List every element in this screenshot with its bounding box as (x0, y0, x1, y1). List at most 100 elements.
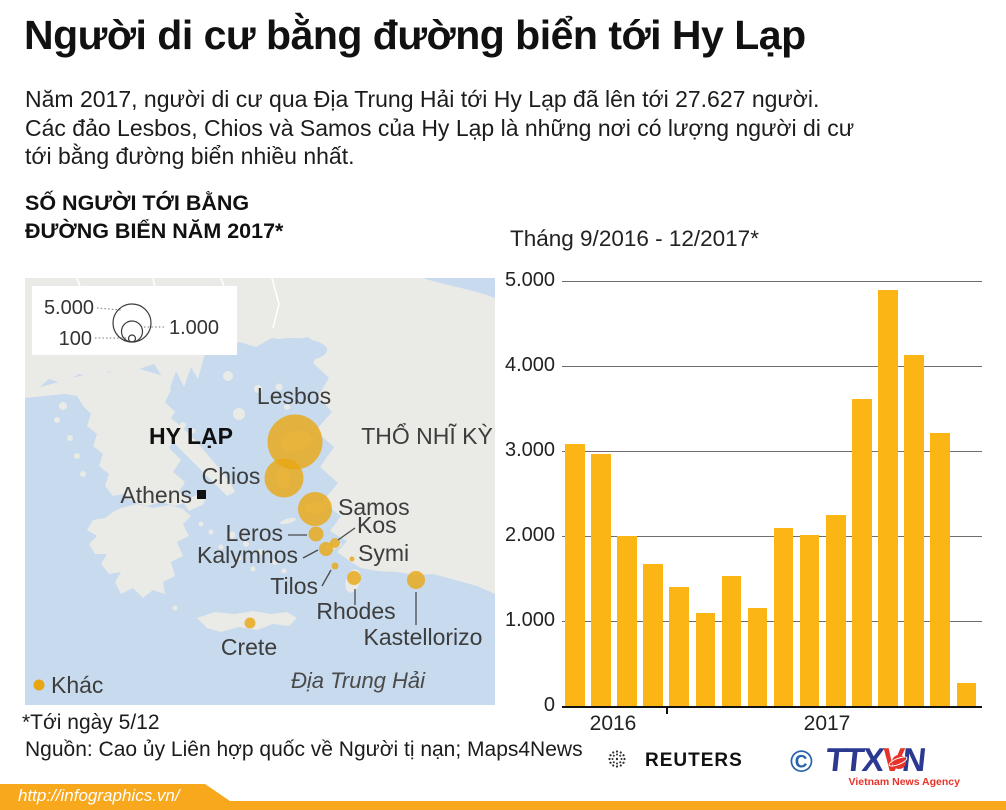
subtitle-line-1: Năm 2017, người di cư qua Địa Trung Hải … (25, 86, 820, 112)
x-axis-year-label: 2017 (803, 712, 851, 735)
legend-box (32, 286, 237, 355)
page-subtitle: Năm 2017, người di cư qua Địa Trung Hải … (25, 85, 985, 171)
label-chios: Chios (202, 463, 261, 489)
land-greece-mainland (25, 369, 207, 506)
athens-marker (197, 490, 206, 499)
label-kalymnos: Kalymnos (197, 542, 298, 568)
isthmus (183, 496, 204, 511)
bubble-size-legend: 5.000 100 1.000 (32, 286, 237, 355)
bar-11/2017 (930, 433, 950, 706)
label-greece: HY LẠP (149, 423, 233, 449)
bubble-leros (308, 526, 324, 542)
label-leros: Leros (225, 520, 283, 546)
gridline (562, 451, 982, 452)
kalymnos-leader-line (302, 549, 319, 559)
legend-value-5000: 5.000 (44, 297, 94, 319)
land-balkans-turkey (25, 278, 495, 594)
bar-1/2017 (669, 587, 689, 706)
y-tick-label: 3.000 (505, 439, 556, 461)
gridline (562, 281, 982, 282)
subtitle-line-3: tới bằng đường biển nhiều nhất. (25, 143, 355, 169)
bubble-chios (264, 458, 304, 498)
label-turkey: THỔ NHĨ KỲ (361, 422, 493, 449)
bar-9/2016 (565, 444, 585, 706)
island-ikaria (280, 517, 296, 525)
other-legend-dot (33, 679, 45, 691)
bubble-crete (244, 617, 256, 629)
label-kos: Kos (357, 512, 397, 538)
bar-12/2017 (956, 683, 977, 706)
y-tick-label: 1.000 (505, 609, 556, 631)
other-legend: Khác (33, 672, 103, 698)
bubble-kastellorizo (407, 571, 425, 589)
legend-value-1000: 1.000 (169, 317, 219, 339)
agency-subtitle: Vietnam News Agency (848, 776, 960, 788)
copyright-symbol: © (790, 744, 813, 779)
source-line: Nguồn: Cao ủy Liên hợp quốc về Người tị … (25, 738, 583, 761)
gridline (562, 366, 982, 367)
bar-3/2017 (721, 575, 742, 706)
bubble-lesbos (267, 414, 323, 470)
y-tick-label: 0 (543, 694, 555, 716)
bar-5/2017 (773, 527, 794, 706)
reuters-wordmark: REUTERS (645, 750, 743, 771)
label-tilos: Tilos (270, 573, 318, 599)
black-sea (423, 278, 495, 298)
other-legend-label: Khác (51, 672, 103, 698)
bar-4/2017 (747, 607, 768, 706)
ttxvn-logo: TTXVN Vietnam News Agency (824, 741, 960, 788)
y-tick-label: 4.000 (505, 354, 556, 376)
bar-7/2017 (826, 514, 846, 706)
bar-6/2017 (799, 535, 820, 706)
map-svg: Lesbos HY LẠP THỔ NHĨ KỲ Chios Athens Sa… (25, 278, 495, 705)
arrival-bubbles (244, 414, 425, 629)
label-rhodes: Rhodes (316, 598, 395, 624)
subtitle-line-2: Các đảo Lesbos, Chios và Samos của Hy Lạ… (25, 114, 855, 141)
year-boundary-tick (666, 706, 668, 714)
label-samos: Samos (338, 494, 410, 520)
sea-of-marmara (259, 338, 327, 362)
gridline (562, 621, 982, 622)
bubble-symi (349, 556, 355, 562)
bar-8/2017 (852, 398, 872, 706)
gridline (562, 536, 982, 537)
footnote: *Tới ngày 5/12 (22, 711, 160, 734)
bubble-samos (298, 492, 332, 526)
bar-10/2017 (904, 354, 924, 706)
label-athens: Athens (120, 482, 192, 508)
kos-leader-line (337, 527, 356, 541)
chart-section-heading: Tháng 9/2016 - 12/2017* (510, 226, 759, 251)
legend-dotted-lines (95, 307, 166, 339)
legend-circle-100 (127, 334, 137, 343)
tilos-leader-line (321, 569, 332, 587)
greece-map: Lesbos HY LẠP THỔ NHĨ KỲ Chios Athens Sa… (25, 278, 495, 705)
bar-9/2017 (878, 290, 898, 706)
bubble-kalymnos (319, 542, 333, 556)
label-mediterranean-sea: Địa Trung Hải (291, 668, 426, 693)
land-peloponnese (87, 504, 191, 598)
y-tick-label: 5.000 (505, 269, 556, 291)
x-axis-year-label: 2016 (589, 712, 637, 735)
x-axis-line (562, 706, 982, 708)
label-crete: Crete (221, 634, 277, 660)
bar-2/2017 (695, 613, 716, 706)
globe-icon (887, 754, 909, 769)
bar-11/2016 (617, 536, 637, 706)
bar-12/2016 (643, 564, 663, 706)
reuters-logo-icon (605, 747, 629, 771)
y-tick-label: 2.000 (505, 524, 556, 546)
page-title: Người di cư bằng đường biển tới Hy Lạp (24, 12, 806, 58)
leader-lines (288, 527, 417, 625)
monthly-arrivals-bar-chart: 5.000 4.000 3.000 2.000 1.000 0 2016 2017 (505, 269, 1006, 740)
map-heading-line-2: ĐƯỜNG BIỂN NĂM 2017* (25, 218, 284, 243)
dardanelles-strait (261, 355, 284, 374)
map-section-heading: SỐ NGƯỜI TỚI BẰNG ĐƯỜNG BIỂN NĂM 2017* (25, 190, 445, 245)
label-kastellorizo: Kastellorizo (364, 624, 483, 650)
legend-value-100: 100 (59, 328, 92, 350)
label-symi: Symi (358, 540, 409, 566)
bar-10/2016 (591, 453, 611, 706)
footer-url[interactable]: http://infographics.vn/ (18, 786, 180, 805)
bubble-kos (330, 538, 340, 548)
island-euboea (163, 418, 235, 496)
